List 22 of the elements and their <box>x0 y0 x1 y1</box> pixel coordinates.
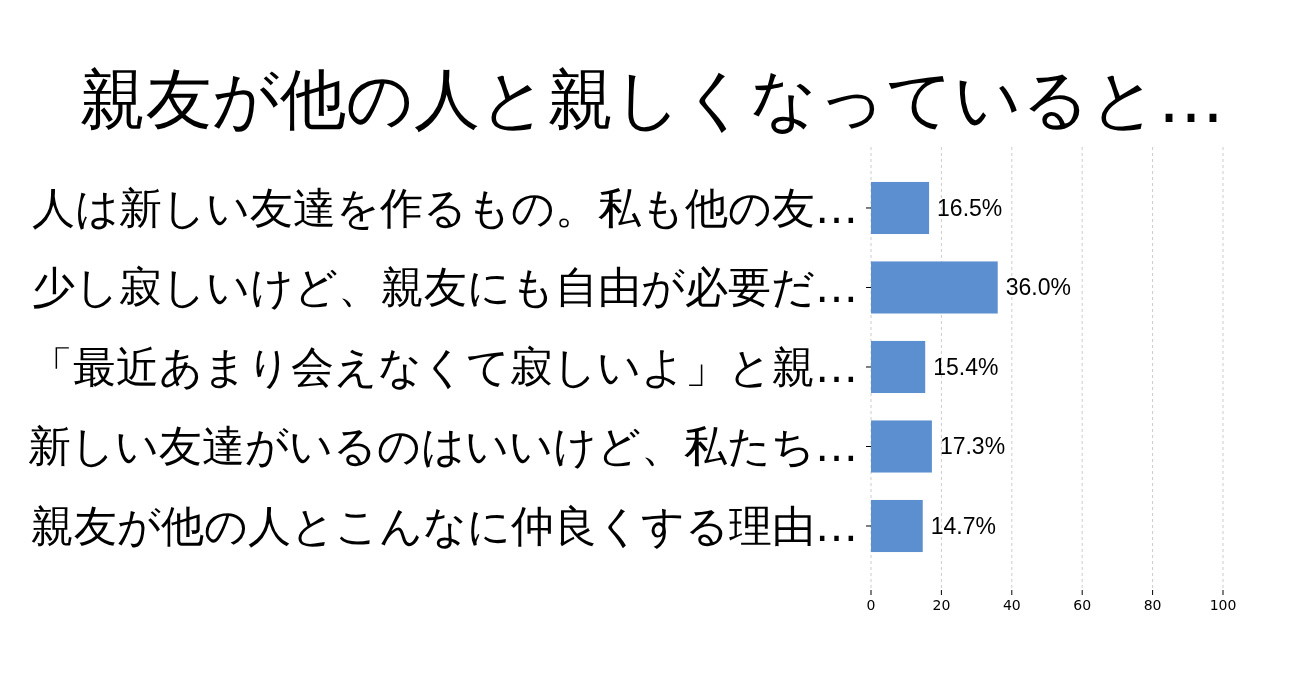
chart-title: 親友が他の人と親しくなっていると… <box>80 61 1224 138</box>
x-tick-label: 20 <box>932 597 951 613</box>
data-label: 14.7% <box>930 513 996 539</box>
bar <box>871 261 998 314</box>
data-label: 17.3% <box>939 433 1006 460</box>
data-label: 16.5% <box>937 194 1003 221</box>
x-tick-label: 40 <box>1002 597 1021 613</box>
data-label: 36.0% <box>1005 274 1071 301</box>
bar <box>871 340 926 394</box>
x-tick-label: 60 <box>1073 597 1092 613</box>
bar <box>871 181 930 235</box>
y-tick-label: 「最近あまり会えなくて寂しいよ」と親… <box>30 341 858 392</box>
y-tick-label: 新しい友達がいるのはいいけど、私たち… <box>28 421 858 472</box>
x-tick-label: 80 <box>1143 597 1162 613</box>
x-tick-label: 100 <box>1209 597 1237 613</box>
bar <box>871 420 932 473</box>
x-tick-label: 0 <box>866 597 876 613</box>
y-tick-label: 少し寂しいけど、親友にも自由が必要だ… <box>32 262 858 313</box>
data-label: 15.4% <box>933 353 999 380</box>
bar <box>871 499 923 553</box>
y-tick-label: 人は新しい友達を作るもの。私も他の友… <box>32 182 858 233</box>
y-tick-label: 親友が他の人とこんなに仲良くする理由… <box>31 501 858 551</box>
